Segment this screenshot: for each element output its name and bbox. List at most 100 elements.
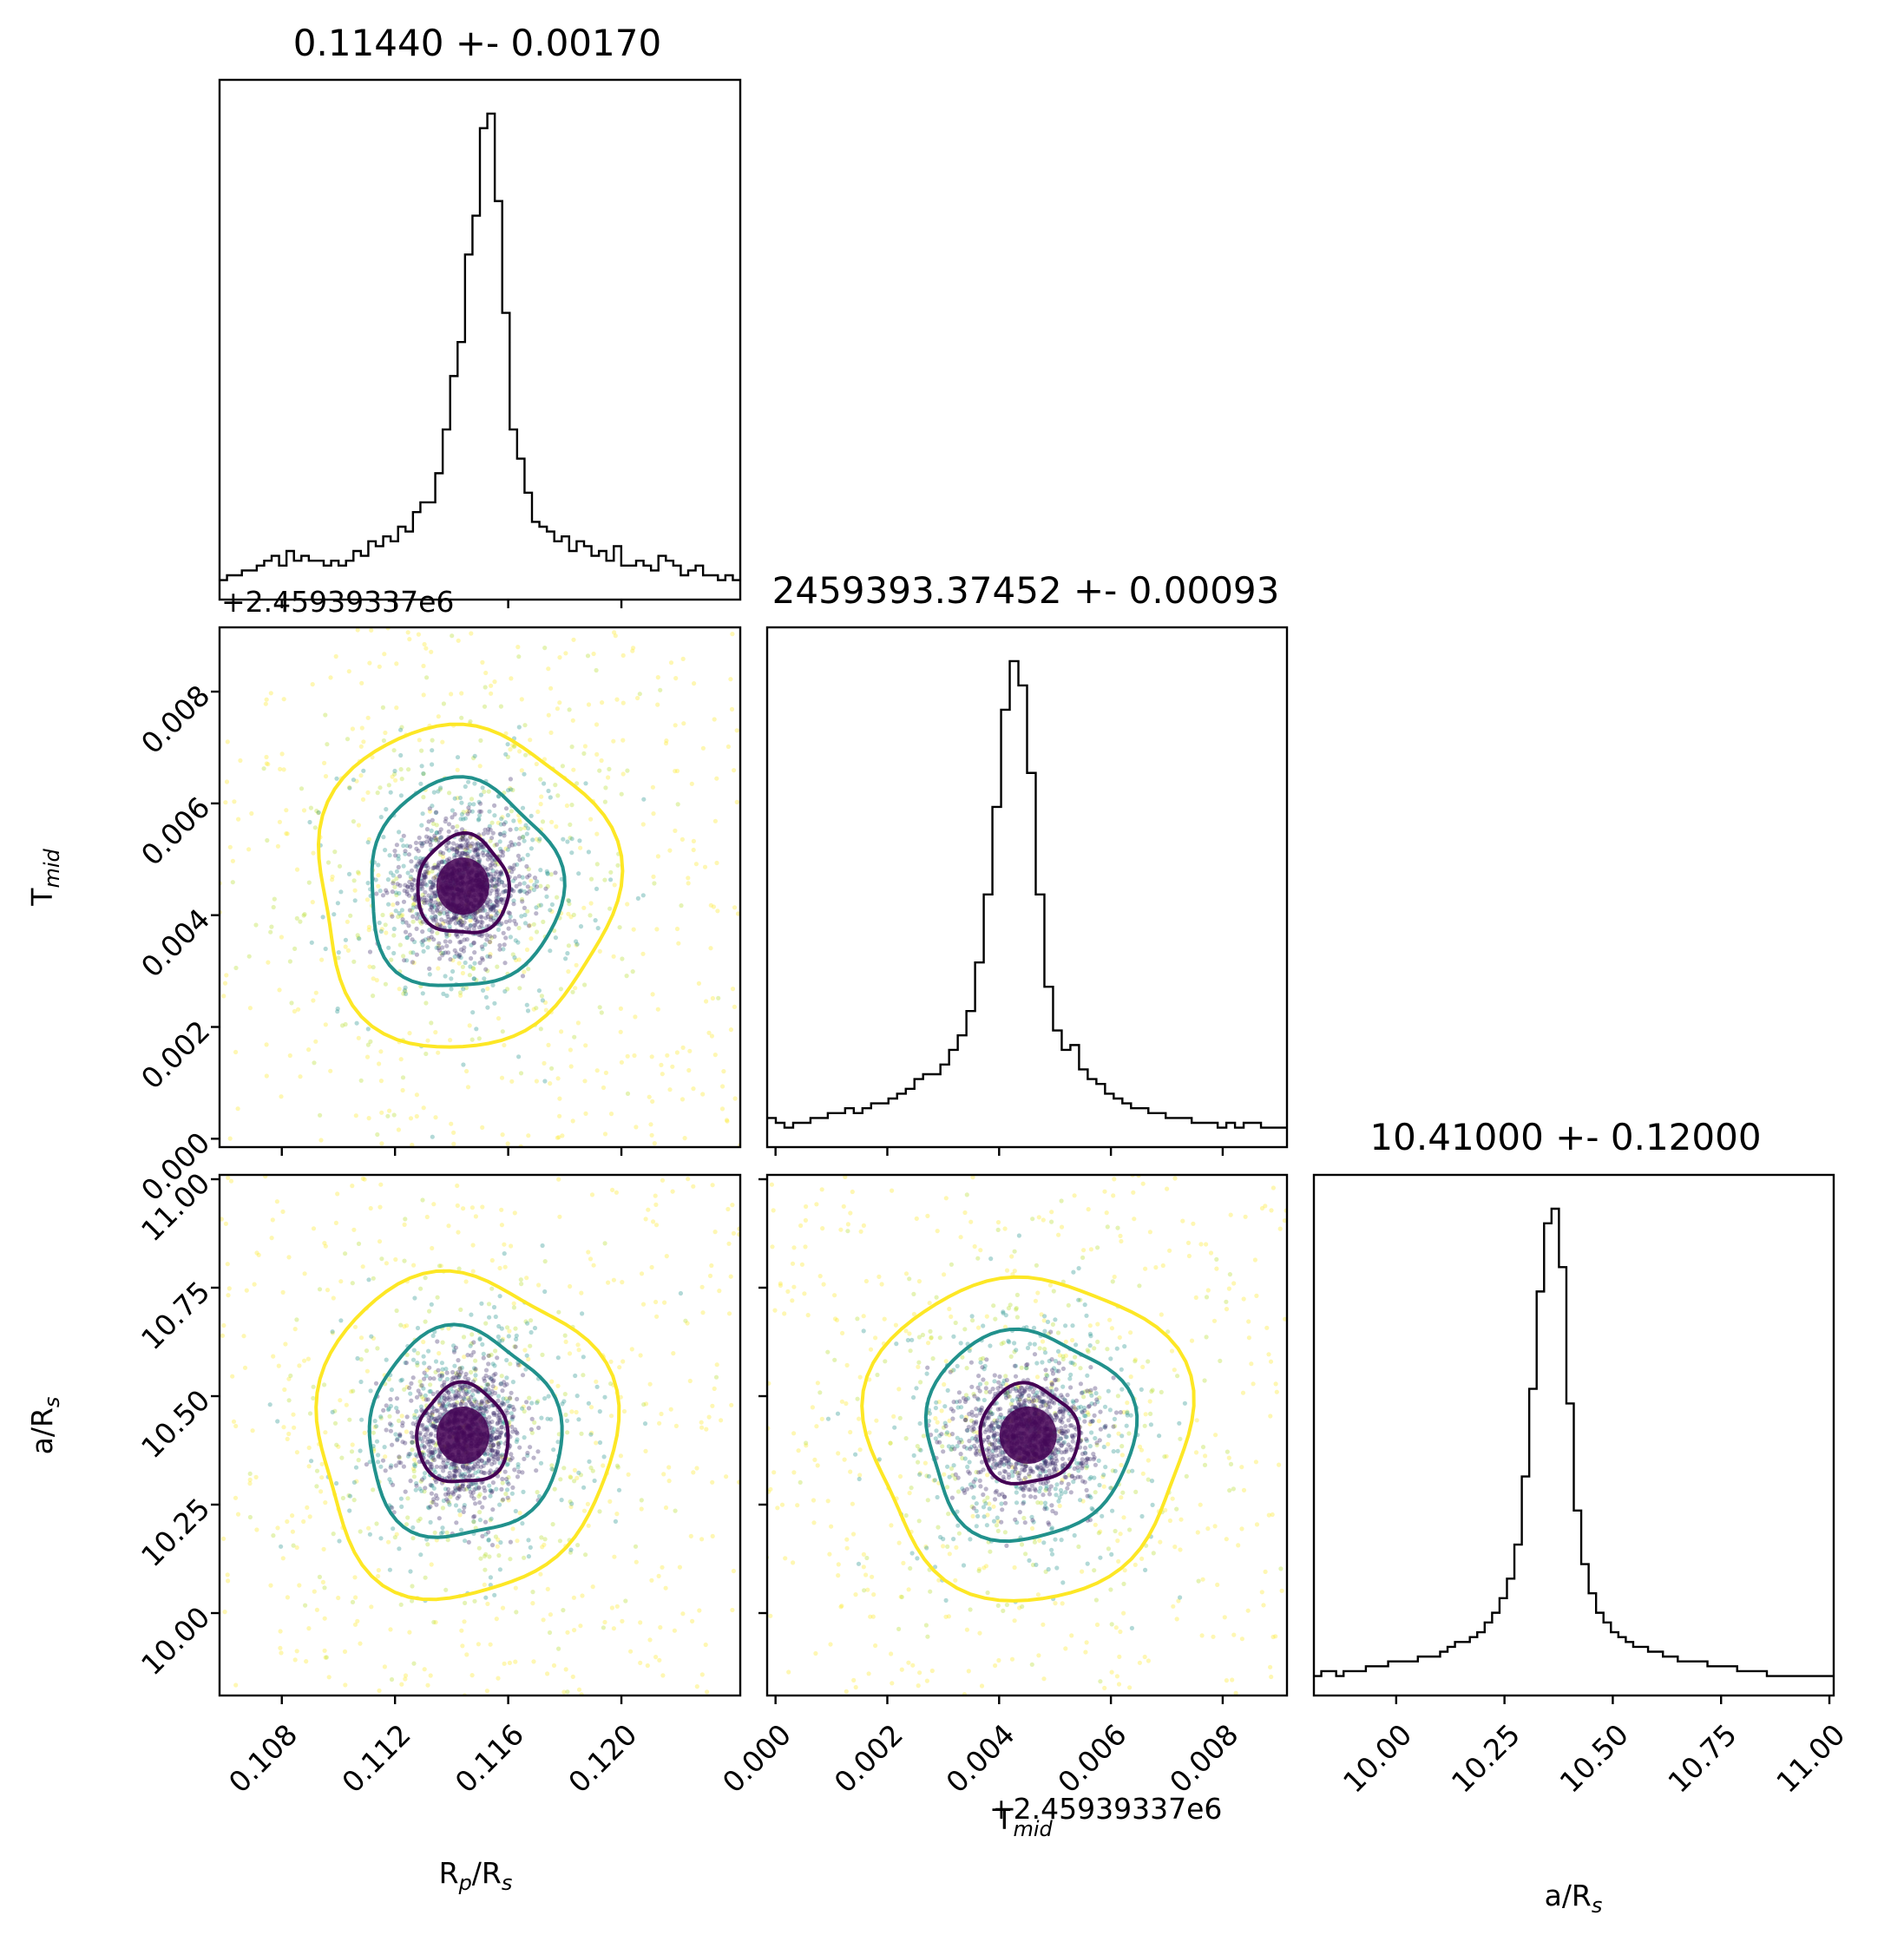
scatter-point bbox=[224, 973, 229, 978]
scatter-point bbox=[1149, 1479, 1155, 1484]
scatter-point bbox=[401, 863, 406, 869]
scatter-point bbox=[1073, 1342, 1079, 1348]
scatter-point bbox=[557, 700, 562, 705]
scatter-point bbox=[496, 1334, 501, 1340]
scatter-point bbox=[458, 844, 463, 850]
scatter-point bbox=[545, 871, 550, 876]
scatter-point bbox=[489, 878, 494, 883]
scatter-point bbox=[1038, 1486, 1043, 1491]
scatter-point bbox=[960, 1354, 965, 1360]
scatter-point bbox=[334, 1442, 339, 1447]
scatter-point bbox=[510, 1429, 515, 1434]
scatter-point bbox=[429, 1020, 434, 1026]
scatter-point bbox=[492, 843, 497, 848]
scatter-point bbox=[247, 1477, 253, 1482]
scatter-point bbox=[427, 928, 432, 933]
scatter-point bbox=[485, 1400, 490, 1405]
scatter-point bbox=[649, 1132, 654, 1138]
scatter-point bbox=[1208, 1250, 1214, 1256]
scatter-point bbox=[730, 632, 735, 637]
scatter-point bbox=[639, 1506, 644, 1512]
scatter-point bbox=[1200, 1445, 1206, 1450]
scatter-point bbox=[947, 1551, 952, 1557]
scatter-point bbox=[423, 1397, 429, 1402]
scatter-point bbox=[483, 1404, 489, 1409]
scatter-point bbox=[1102, 1424, 1107, 1429]
scatter-point bbox=[572, 1479, 577, 1484]
scatter-point bbox=[466, 805, 471, 810]
scatter-point bbox=[1034, 1263, 1039, 1268]
scatter-point bbox=[479, 1458, 484, 1463]
scatter-point bbox=[602, 799, 608, 804]
scatter-point bbox=[499, 921, 504, 926]
scatter-point bbox=[426, 893, 431, 898]
scatter-point bbox=[437, 787, 443, 792]
scatter-point bbox=[360, 1264, 365, 1269]
scatter-point bbox=[535, 1399, 541, 1404]
scatter-point bbox=[516, 874, 522, 879]
scatter-point bbox=[561, 1689, 567, 1695]
scatter-point bbox=[479, 1400, 484, 1405]
scatter-point bbox=[653, 1655, 659, 1660]
scatter-point bbox=[382, 1445, 387, 1450]
scatter-point bbox=[456, 1468, 462, 1473]
scatter-point bbox=[388, 1479, 394, 1485]
scatter-point bbox=[427, 1309, 432, 1314]
scatter-point bbox=[407, 1031, 412, 1036]
scatter-point bbox=[488, 1437, 493, 1442]
scatter-point bbox=[450, 1492, 456, 1497]
scatter-point bbox=[607, 1499, 613, 1504]
scatter-point bbox=[565, 951, 570, 956]
scatter-point bbox=[803, 1244, 808, 1250]
scatter-point bbox=[812, 1457, 817, 1462]
scatter-point bbox=[449, 1461, 454, 1467]
scatter-point bbox=[407, 637, 412, 642]
scatter-point bbox=[1002, 1324, 1008, 1329]
scatter-point bbox=[448, 957, 453, 962]
scatter-point bbox=[489, 882, 495, 889]
scatter-point bbox=[1034, 1562, 1039, 1567]
scatter-point bbox=[403, 985, 408, 990]
scatter-point bbox=[1117, 1335, 1122, 1340]
scatter-point bbox=[397, 1454, 402, 1459]
scatter-point bbox=[446, 1401, 451, 1407]
scatter-point bbox=[526, 1406, 532, 1411]
scatter-point bbox=[1147, 1399, 1152, 1404]
scatter-point bbox=[419, 940, 424, 945]
scatter-point bbox=[595, 926, 601, 931]
scatter-point bbox=[469, 843, 475, 849]
scatter-point bbox=[437, 1402, 443, 1407]
scatter-point bbox=[615, 863, 620, 868]
scatter-point bbox=[426, 1418, 431, 1423]
scatter-point bbox=[463, 847, 469, 852]
scatter-point bbox=[452, 1473, 457, 1479]
scatter-point bbox=[395, 882, 400, 887]
scatter-point bbox=[340, 1495, 345, 1501]
scatter-point bbox=[515, 1474, 521, 1479]
scatter-point bbox=[410, 1447, 415, 1453]
scatter-point bbox=[366, 928, 371, 933]
scatter-point bbox=[416, 849, 421, 854]
scatter-point bbox=[499, 1453, 505, 1458]
scatter-point bbox=[468, 843, 473, 849]
scatter-point bbox=[519, 914, 524, 919]
scatter-point bbox=[699, 1284, 705, 1289]
scatter-point bbox=[404, 1414, 410, 1420]
scatter-point bbox=[404, 958, 410, 963]
scatter-point bbox=[955, 1405, 961, 1410]
scatter-point bbox=[461, 845, 466, 850]
scatter-point bbox=[1150, 1502, 1155, 1507]
scatter-point bbox=[507, 1328, 512, 1334]
density-core bbox=[436, 1407, 489, 1464]
scatter-point bbox=[462, 1396, 467, 1401]
scatter-point bbox=[967, 1348, 972, 1354]
scatter-point bbox=[1042, 1505, 1048, 1510]
scatter-point bbox=[706, 1030, 712, 1035]
scatter-point bbox=[1042, 1460, 1047, 1466]
scatter-point bbox=[391, 879, 396, 884]
scatter-point bbox=[479, 923, 484, 928]
scatter-point bbox=[522, 1456, 527, 1461]
scatter-point bbox=[1042, 1328, 1047, 1334]
scatter-point bbox=[1002, 1226, 1008, 1231]
scatter-point bbox=[369, 1604, 374, 1610]
